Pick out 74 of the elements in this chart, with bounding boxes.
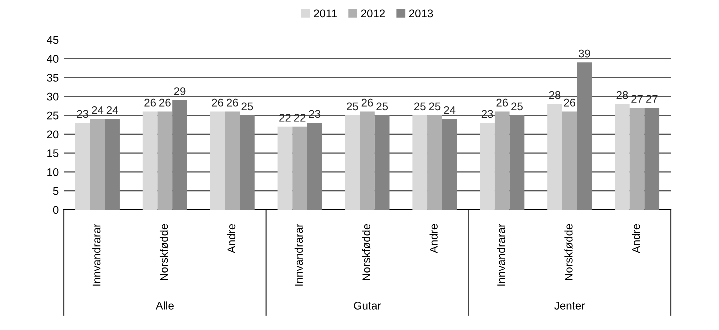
x-tick-label: Norskfødde bbox=[362, 224, 371, 280]
y-tick-label: 0 bbox=[53, 206, 59, 214]
bar bbox=[172, 100, 188, 210]
data-label: 26 bbox=[144, 98, 156, 107]
bar bbox=[494, 112, 510, 210]
x-tick-label: Innvandrarar bbox=[92, 224, 101, 286]
y-tick-label: 20 bbox=[47, 130, 59, 139]
bar bbox=[630, 108, 645, 210]
bar bbox=[374, 116, 390, 210]
data-label: 26 bbox=[564, 98, 576, 107]
data-label: 26 bbox=[212, 98, 224, 107]
bar bbox=[562, 112, 578, 210]
data-label: 22 bbox=[280, 114, 291, 122]
y-tick-label: 40 bbox=[47, 55, 59, 64]
bar bbox=[510, 116, 525, 210]
data-label: 26 bbox=[226, 98, 238, 107]
data-label: 27 bbox=[646, 95, 658, 103]
x-tick-label: Innvandrarar bbox=[497, 224, 506, 286]
bar bbox=[292, 126, 308, 210]
data-label: 26 bbox=[362, 98, 374, 107]
bar bbox=[90, 119, 106, 210]
bar bbox=[307, 123, 322, 210]
data-label: 25 bbox=[512, 102, 523, 111]
data-label: 29 bbox=[174, 88, 186, 96]
data-label: 22 bbox=[294, 114, 306, 122]
legend-label: 2011 bbox=[314, 10, 337, 18]
data-label: 26 bbox=[496, 98, 508, 107]
text: Jenter bbox=[554, 302, 586, 310]
bar bbox=[225, 112, 240, 210]
legend-label: 2013 bbox=[409, 10, 434, 18]
bar bbox=[548, 104, 562, 210]
bar bbox=[105, 119, 120, 210]
bar bbox=[480, 123, 495, 210]
y-tick-label: 25 bbox=[47, 112, 59, 120]
bar bbox=[210, 112, 226, 210]
data-label: 24 bbox=[106, 106, 118, 114]
y-tick-label: 5 bbox=[53, 187, 59, 196]
bar bbox=[142, 112, 158, 210]
bar bbox=[577, 62, 592, 210]
x-tick-label: Norskfødde bbox=[564, 224, 573, 280]
bar bbox=[360, 112, 375, 210]
data-label: 24 bbox=[92, 106, 104, 114]
y-tick-label: 15 bbox=[48, 150, 59, 158]
bar bbox=[278, 126, 293, 210]
y-tick-label: 45 bbox=[47, 36, 59, 44]
data-label: 25 bbox=[376, 102, 388, 111]
bar bbox=[428, 116, 442, 210]
bar bbox=[644, 108, 660, 210]
text: Gutar bbox=[354, 302, 382, 310]
text: Alle bbox=[156, 302, 174, 310]
bar bbox=[345, 116, 360, 210]
data-label: 24 bbox=[444, 106, 456, 114]
y-tick-label: 10 bbox=[48, 168, 59, 176]
bar bbox=[240, 116, 255, 210]
x-tick-label: Andre bbox=[227, 224, 236, 254]
y-tick-label: 35 bbox=[47, 74, 59, 82]
x-tick-label: Norskfødde bbox=[160, 224, 168, 280]
y-tick-label: 30 bbox=[47, 92, 59, 101]
bar bbox=[412, 116, 428, 210]
x-tick-label: Innvandrarar bbox=[294, 224, 304, 286]
data-label: 25 bbox=[347, 102, 358, 111]
x-tick-label: Andre bbox=[430, 224, 438, 254]
data-label: 39 bbox=[578, 50, 590, 58]
bar bbox=[442, 119, 458, 210]
x-tick-label: Andre bbox=[632, 224, 640, 254]
data-label: 26 bbox=[160, 98, 171, 107]
bar bbox=[75, 123, 90, 210]
data-label: 27 bbox=[632, 95, 643, 103]
bar bbox=[158, 112, 173, 210]
bar bbox=[615, 104, 630, 210]
data-label: 25 bbox=[242, 102, 254, 111]
legend-label: 2012 bbox=[361, 10, 386, 18]
data-label: 25 bbox=[429, 102, 441, 111]
data-label: 25 bbox=[414, 102, 426, 111]
